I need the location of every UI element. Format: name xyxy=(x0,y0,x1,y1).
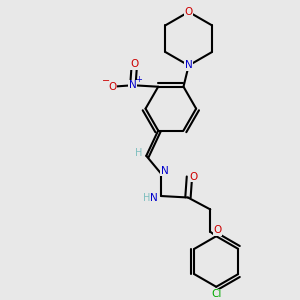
Text: N: N xyxy=(161,166,169,176)
Text: N: N xyxy=(185,61,193,70)
Text: Cl: Cl xyxy=(211,289,221,299)
Text: −: − xyxy=(102,76,110,86)
Text: N: N xyxy=(150,193,158,202)
Text: N: N xyxy=(129,80,137,90)
Text: +: + xyxy=(135,75,142,84)
Text: O: O xyxy=(214,225,222,235)
Text: O: O xyxy=(184,7,193,17)
Text: H: H xyxy=(135,148,142,158)
Text: O: O xyxy=(130,59,139,69)
Text: H: H xyxy=(142,193,150,202)
Text: O: O xyxy=(190,172,198,182)
Text: O: O xyxy=(108,82,116,92)
